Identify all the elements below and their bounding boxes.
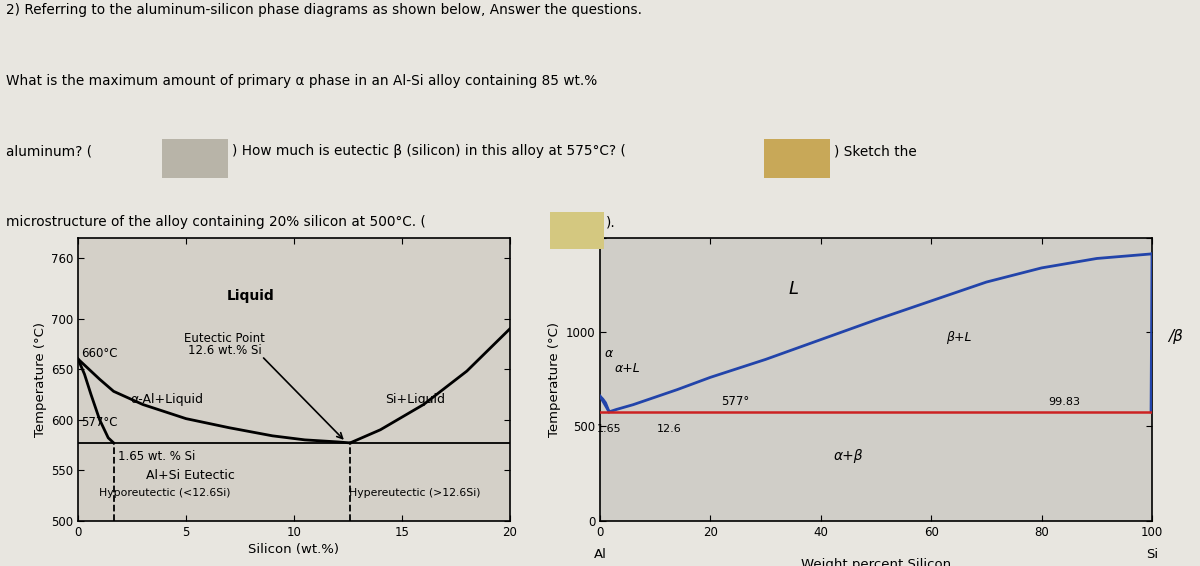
Text: α+β: α+β <box>834 449 863 464</box>
X-axis label: Weight percent Silicon: Weight percent Silicon <box>800 558 952 566</box>
Text: microstructure of the alloy containing 20% silicon at 500°C. (: microstructure of the alloy containing 2… <box>6 215 426 229</box>
Text: ).: ). <box>606 215 616 229</box>
Text: 660°C: 660°C <box>82 347 118 360</box>
Text: Eutectic Point: Eutectic Point <box>185 332 265 345</box>
Text: 12.6: 12.6 <box>658 424 682 434</box>
Text: ) How much is eutectic β (silicon) in this alloy at 575°C? (: ) How much is eutectic β (silicon) in th… <box>232 144 625 158</box>
Y-axis label: Temperature (°C): Temperature (°C) <box>548 321 562 437</box>
Text: 99.83: 99.83 <box>1049 397 1080 407</box>
Text: aluminum? (: aluminum? ( <box>6 144 92 158</box>
Text: L: L <box>788 280 798 298</box>
Text: α+L: α+L <box>614 362 641 375</box>
Text: Al: Al <box>594 547 606 560</box>
Text: ) Sketch the: ) Sketch the <box>834 144 917 158</box>
Text: 1.65 wt. % Si: 1.65 wt. % Si <box>118 450 196 463</box>
Text: /β: /β <box>1169 329 1183 345</box>
Y-axis label: Temperature (°C): Temperature (°C) <box>34 321 47 437</box>
X-axis label: Silicon (wt.%): Silicon (wt.%) <box>248 543 340 556</box>
Text: 1.65: 1.65 <box>596 424 622 434</box>
Text: α: α <box>605 346 613 359</box>
Text: Liquid: Liquid <box>227 289 275 303</box>
Text: α-Al+Liquid: α-Al+Liquid <box>130 393 203 406</box>
Text: What is the maximum amount of primary α phase in an Al-Si alloy containing 85 wt: What is the maximum amount of primary α … <box>6 74 598 88</box>
Text: 12.6 wt.% Si: 12.6 wt.% Si <box>188 344 262 357</box>
Text: 2) Referring to the aluminum-silicon phase diagrams as shown below, Answer the q: 2) Referring to the aluminum-silicon pha… <box>6 3 642 17</box>
Text: Hypereutectic (>12.6Si): Hypereutectic (>12.6Si) <box>349 488 481 499</box>
Text: Hyporeutectic (<12.6Si): Hyporeutectic (<12.6Si) <box>98 488 230 499</box>
Text: Al+Si Eutectic: Al+Si Eutectic <box>146 469 235 482</box>
Text: Si+Liquid: Si+Liquid <box>385 393 445 406</box>
Text: Si: Si <box>1146 547 1158 560</box>
Text: 577°C: 577°C <box>82 415 118 428</box>
Text: β+L: β+L <box>946 332 972 345</box>
Text: 577°: 577° <box>721 395 750 408</box>
